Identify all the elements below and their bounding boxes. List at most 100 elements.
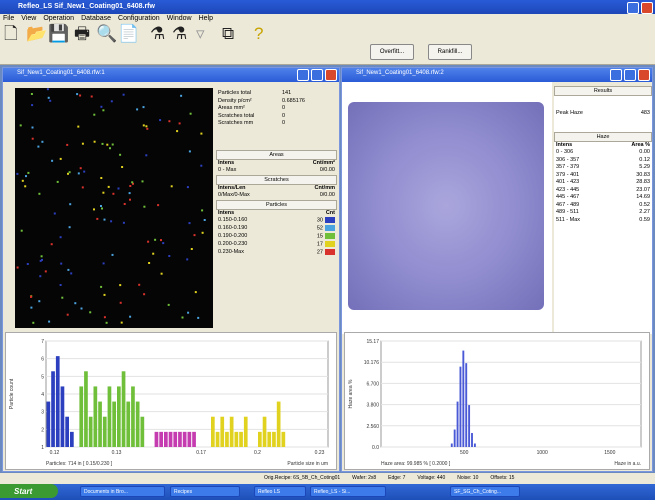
y-tick-label: 15.17 [366, 339, 379, 345]
x-tick-label: 0.13 [112, 450, 122, 456]
save-icon[interactable]: 💾 [48, 24, 70, 43]
defect-point [38, 192, 41, 195]
taskbar-item[interactable]: SF_SG_Ch_Coting... [450, 486, 520, 497]
print-icon[interactable]: 🖶 [74, 24, 91, 43]
defect-point [122, 93, 125, 96]
particle-class-row[interactable]: 0.200-0.230 17 [216, 240, 337, 249]
defect-point [162, 242, 165, 245]
overfit-button[interactable]: Overfitt... [370, 44, 414, 60]
haze-col1: Intens [556, 141, 573, 148]
defect-point [138, 283, 141, 286]
stat-label: Particles total [218, 90, 252, 96]
rankfill-button[interactable]: Rankfill... [428, 44, 472, 60]
filter-icon[interactable]: ▿ [196, 24, 205, 43]
menu-view[interactable]: View [21, 15, 37, 22]
particle-class-count: 17 [316, 241, 323, 248]
histogram-bar [243, 416, 248, 447]
print-preview-icon[interactable]: 🔍 [96, 24, 118, 43]
defect-points [16, 88, 206, 324]
help-icon[interactable]: ? [254, 24, 264, 43]
histogram-bar [471, 433, 473, 447]
window-icon[interactable]: ⧉ [222, 24, 235, 43]
defect-point [186, 258, 189, 261]
defect-point [101, 142, 104, 145]
defect-point [129, 198, 131, 201]
database-icon[interactable]: ⚗ [150, 24, 166, 43]
defect-point [51, 159, 54, 162]
left-maximize-button[interactable] [311, 69, 323, 81]
defect-point [59, 157, 62, 160]
database-edit-icon[interactable]: ⚗ [172, 24, 188, 43]
defect-point [80, 307, 83, 310]
defect-point [201, 209, 204, 212]
start-button[interactable]: Start [0, 484, 58, 498]
defect-point [90, 95, 93, 98]
histogram-bar [154, 431, 159, 447]
defect-point [25, 175, 27, 178]
defect-point [188, 150, 191, 153]
menu-window[interactable]: Window [166, 15, 192, 22]
menu-configuration[interactable]: Configuration [118, 15, 160, 22]
defect-map[interactable] [15, 88, 213, 328]
chart-icon[interactable]: 📄 [118, 24, 140, 43]
defect-point [49, 99, 52, 102]
taskbar-item[interactable]: Recipes [170, 486, 240, 497]
open-folder-icon[interactable]: 📂 [26, 24, 48, 43]
close-button[interactable] [641, 2, 653, 14]
defect-point [32, 321, 35, 324]
color-swatch[interactable] [325, 224, 335, 231]
histogram-bar [450, 443, 453, 447]
right-minimize-button[interactable] [610, 69, 622, 81]
color-swatch[interactable] [325, 217, 335, 223]
defect-point [201, 231, 204, 234]
defect-point [79, 167, 82, 170]
defect-point [145, 154, 148, 157]
defect-point [89, 311, 92, 314]
new-file-icon[interactable]: 🗋 [4, 24, 18, 43]
menu-file[interactable]: File [3, 15, 15, 22]
particle-class-row[interactable]: 0.230-Max 27 [216, 248, 337, 257]
color-swatch[interactable] [325, 240, 335, 247]
color-swatch[interactable] [325, 232, 335, 239]
haze-class-value: 5.29 [639, 164, 650, 170]
left-close-button[interactable] [325, 69, 337, 81]
particles-col1: Intens [218, 209, 235, 216]
histogram-bar [178, 431, 182, 447]
histogram-bar [140, 416, 145, 447]
plot-area [380, 340, 642, 448]
haze-map[interactable] [348, 102, 544, 310]
defect-point [79, 94, 82, 97]
color-swatch[interactable] [325, 248, 335, 255]
taskbar-item[interactable]: Refleo_LS - Si... [310, 486, 386, 497]
status-item: Noise: 10 [457, 475, 479, 481]
menu-help[interactable]: Help [198, 15, 213, 22]
taskbar-item[interactable]: Documents in Bro... [80, 486, 165, 497]
defect-point [129, 315, 132, 318]
menu-operation[interactable]: Operation [43, 15, 75, 22]
histogram-bar [117, 386, 121, 447]
histogram-footer: Haze area: 99.985 % [ 0.2000 ] [381, 461, 451, 467]
particle-class-row[interactable]: 0.150-0.160 30 [216, 217, 337, 225]
haze-histogram-svg: 15.17 10.176 6.700 3.800 2.560 0.0 500 1000 1500… [348, 339, 642, 467]
defect-point [19, 124, 22, 127]
taskbar-item[interactable]: Refleo LS [254, 486, 306, 497]
stat-row: Scratches mm 0 [216, 120, 337, 128]
x-tick-label: 0.17 [196, 450, 206, 456]
particle-class-row[interactable]: 0.190-0.200 15 [216, 232, 337, 241]
defect-point [131, 181, 134, 184]
minimize-button[interactable] [627, 2, 639, 14]
defect-point [154, 238, 157, 241]
defect-point [129, 185, 132, 187]
right-maximize-button[interactable] [624, 69, 636, 81]
particle-class-row[interactable]: 0.160-0.190 52 [216, 224, 337, 233]
haze-class-value: 2.27 [639, 209, 650, 215]
right-close-button[interactable] [638, 69, 650, 81]
defect-point [147, 240, 150, 243]
haze-class-row: 467 - 489 0.52 [554, 202, 652, 210]
histogram-bar [135, 401, 140, 447]
left-minimize-button[interactable] [297, 69, 309, 81]
menu-database[interactable]: Database [81, 15, 112, 22]
x-axis-label: Haze in a.u. [614, 461, 641, 467]
defect-point [21, 179, 24, 182]
haze-class-row: 445 - 467 14.69 [554, 194, 652, 202]
